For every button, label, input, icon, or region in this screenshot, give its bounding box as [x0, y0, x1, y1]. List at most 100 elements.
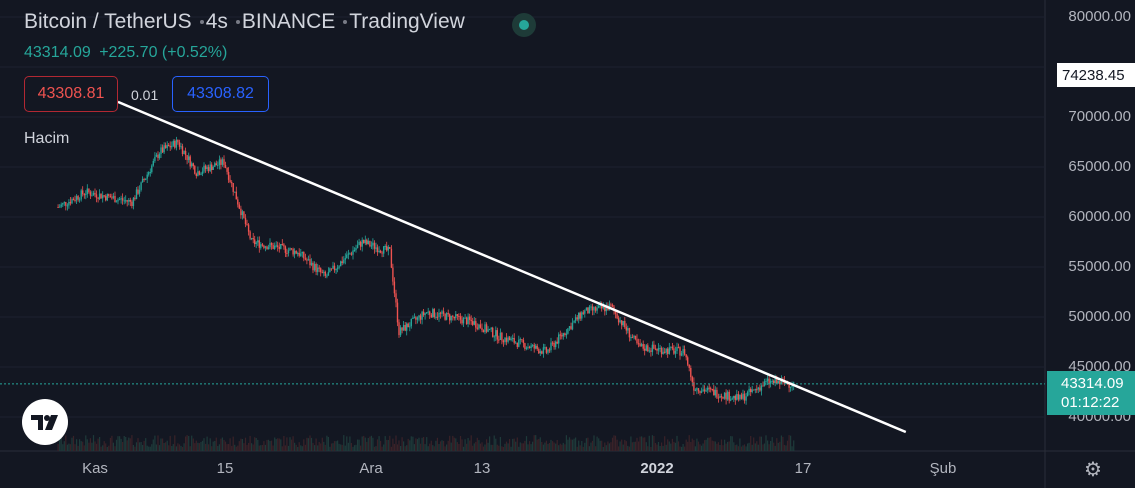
volume-bar — [243, 443, 245, 451]
time-label: Ara — [359, 460, 383, 477]
candle-body — [673, 348, 675, 354]
candle-body — [393, 281, 396, 294]
volume-bar — [206, 436, 208, 451]
grid-lines — [0, 16, 1045, 418]
volume-bar — [667, 439, 669, 451]
volume-bar — [260, 445, 262, 451]
candle-body — [617, 318, 620, 323]
candle-body — [464, 317, 466, 319]
volume-bar — [300, 445, 302, 451]
volume-bar — [86, 439, 88, 451]
candle-body — [501, 332, 503, 341]
volume-bar — [691, 438, 693, 451]
candle-body — [515, 342, 517, 344]
volume-bar — [495, 438, 497, 451]
buy-button[interactable]: 43308.82 — [172, 76, 269, 112]
candle-body — [401, 327, 403, 331]
volume-indicator-label[interactable]: Hacim — [24, 130, 70, 147]
interval-label[interactable]: 4s — [205, 10, 228, 33]
price-tick: 60000.00 — [1068, 208, 1131, 225]
candle-body — [705, 390, 707, 392]
volume-bar — [140, 442, 142, 451]
sell-button[interactable]: 43308.81 — [24, 76, 118, 112]
volume-bar — [60, 437, 62, 451]
candle-body — [616, 313, 618, 319]
volume-bar — [751, 444, 753, 451]
symbol-name[interactable]: Bitcoin / TetherUS — [24, 10, 192, 33]
volume-bar — [76, 439, 78, 451]
volume-bar — [83, 445, 85, 451]
volume-bar — [346, 436, 348, 451]
candle-body — [412, 317, 414, 319]
candle-body — [472, 321, 474, 325]
candle-body — [627, 328, 629, 331]
candle-body — [441, 311, 443, 314]
volume-bar — [303, 439, 305, 451]
candle-body — [711, 389, 713, 390]
volume-bar — [644, 437, 646, 451]
candle-body — [164, 145, 167, 149]
candle-body — [298, 252, 300, 256]
candle-body — [125, 200, 127, 202]
volume-bar — [545, 440, 547, 451]
volume-bar — [160, 438, 162, 451]
volume-bar — [536, 439, 538, 451]
volume-bar — [99, 437, 101, 451]
candle-body — [587, 307, 589, 314]
candle-body — [255, 242, 257, 244]
candle-body — [519, 339, 521, 341]
volume-bar — [143, 440, 145, 451]
volume-bar — [558, 445, 560, 451]
candle-body — [659, 348, 661, 349]
volume-bar — [530, 444, 532, 451]
volume-bar — [582, 446, 584, 451]
candle-body — [415, 317, 417, 320]
volume-bar — [403, 441, 405, 451]
candle-body — [436, 316, 439, 318]
candle-body — [639, 343, 641, 347]
chart-title[interactable]: Bitcoin / TetherUS 4s BINANCE TradingView — [24, 10, 467, 34]
candle-body — [682, 349, 684, 354]
volume-bar — [521, 443, 523, 451]
volume-bar — [390, 446, 392, 451]
candle-body — [74, 200, 76, 201]
volume-bar — [763, 443, 766, 451]
candle-body — [169, 146, 171, 148]
candle-body — [462, 317, 465, 324]
volume-bar — [224, 441, 227, 451]
volume-bar — [613, 435, 615, 451]
candlestick-series[interactable] — [57, 136, 795, 405]
candle-body — [518, 339, 520, 347]
candle-body — [433, 309, 435, 318]
candle-body — [249, 231, 251, 239]
candle-body — [60, 204, 62, 207]
volume-bar — [269, 441, 271, 451]
volume-bar — [62, 444, 64, 451]
trend-line[interactable] — [117, 100, 907, 434]
candle-body — [421, 311, 423, 320]
candle-body — [753, 389, 755, 391]
volume-bar — [387, 440, 389, 451]
volume-bar — [791, 446, 793, 451]
volume-bar — [630, 436, 632, 451]
candle-body — [203, 165, 205, 172]
volume-bar — [552, 441, 554, 451]
volume-bar — [258, 445, 260, 451]
volume-bar — [338, 443, 340, 451]
candle-body — [734, 395, 736, 400]
candle-body — [123, 200, 125, 202]
gear-icon[interactable]: ⚙ — [1084, 459, 1102, 481]
volume-bar — [310, 437, 313, 451]
candle-body — [510, 338, 512, 341]
candle-body — [465, 317, 468, 325]
separator-dot — [235, 20, 240, 25]
candle-body — [373, 242, 376, 249]
tradingview-logo-icon[interactable] — [22, 399, 68, 445]
candle-body — [63, 202, 65, 204]
candle-body — [453, 317, 455, 319]
candle-body — [390, 248, 393, 268]
volume-bar — [573, 438, 575, 451]
candle-body — [668, 347, 670, 354]
volume-bar — [628, 446, 630, 451]
